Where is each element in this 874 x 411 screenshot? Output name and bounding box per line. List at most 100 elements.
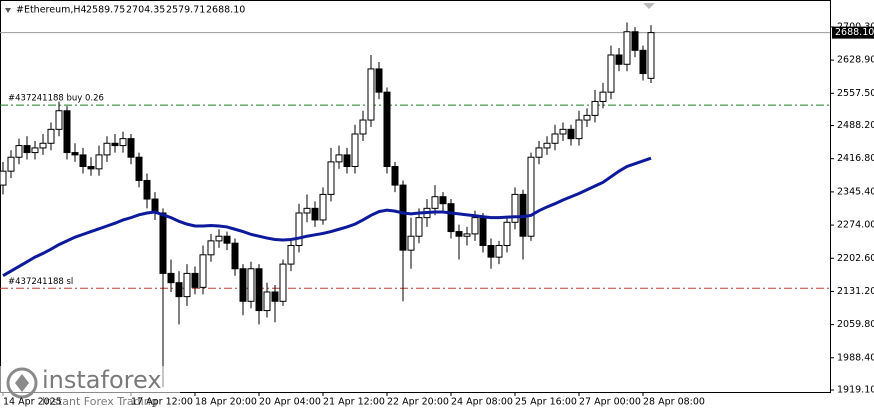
collapse-icon: [5, 8, 11, 13]
candle-body: [367, 68, 375, 121]
candle-body: [471, 217, 479, 235]
x-tick-label: 18 Apr 20:00: [195, 397, 257, 408]
y-tick-label: 1988.40: [837, 352, 874, 363]
candle-body: [199, 254, 207, 288]
x-tick-label: 27 Apr 00:00: [579, 397, 641, 408]
order-label: #437241188 sl: [8, 277, 73, 287]
candle-body: [583, 114, 591, 121]
candle-body: [271, 291, 279, 302]
candle-body: [0, 170, 7, 186]
candle-body: [287, 245, 295, 265]
candle-body: [295, 212, 303, 247]
candle-body: [87, 166, 95, 170]
candle-body: [263, 291, 271, 312]
header-open: 2589.75: [86, 5, 125, 16]
candle-body: [599, 91, 607, 102]
candle-body: [127, 138, 135, 158]
y-tick-label: 2059.80: [837, 319, 874, 330]
candle-body: [135, 156, 143, 181]
candle-body: [407, 235, 415, 251]
candle-body: [335, 154, 343, 163]
candle-body: [231, 242, 239, 270]
candle-body: [623, 31, 631, 65]
candle-body: [375, 68, 383, 93]
logo-mark: [15, 374, 29, 392]
candle-body: [415, 217, 423, 237]
candle-body: [7, 156, 15, 172]
x-tick-label: 25 Apr 16:00: [515, 397, 577, 408]
candle-body: [399, 184, 407, 251]
candle-body: [351, 133, 359, 168]
candle-body: [311, 207, 319, 221]
candle-body: [319, 193, 327, 221]
candle-body: [223, 235, 231, 244]
candle-body: [479, 217, 487, 247]
y-tick-label: 1919.10: [837, 385, 874, 396]
watermark-backdrop: [0, 366, 180, 411]
candle-body: [47, 128, 55, 144]
candle-body: [527, 156, 535, 237]
candle-body: [607, 54, 615, 93]
candle-body: [343, 154, 351, 168]
candle-body: [15, 145, 23, 158]
candle-body: [431, 196, 439, 209]
candle-body: [383, 91, 391, 168]
candle-body: [511, 193, 519, 223]
candle-body: [567, 128, 575, 140]
candle-body: [631, 31, 639, 51]
candle-body: [551, 133, 559, 144]
candle-body: [255, 268, 263, 312]
header-high: 2704.35: [126, 5, 165, 16]
candle-body: [463, 233, 471, 237]
x-tick-label: 14 Apr 2025: [3, 397, 62, 408]
candle-body: [559, 128, 567, 135]
watermark: instaforex Instant Forex Trading: [0, 366, 180, 411]
tagline: Instant Forex Trading: [42, 395, 158, 408]
candle-body: [103, 142, 111, 156]
logo-ring: [6, 367, 38, 399]
candle-body: [71, 152, 79, 156]
candle-body: [31, 147, 39, 154]
candle-body: [591, 100, 599, 116]
candle-body: [303, 207, 311, 214]
x-tick-label: 24 Apr 08:00: [451, 397, 513, 408]
candle-body: [207, 240, 215, 256]
x-tick-label: 21 Apr 12:00: [323, 397, 385, 408]
candle-body: [575, 119, 583, 140]
candle-body: [191, 272, 199, 288]
y-tick-label: 2628.90: [837, 55, 874, 66]
candle-body: [327, 161, 335, 195]
candle-body: [495, 245, 503, 258]
candle-body: [239, 268, 247, 302]
x-tick-label: 22 Apr 20:00: [387, 397, 449, 408]
y-tick-label: 2202.60: [837, 253, 874, 264]
x-tick-label: 28 Apr 08:00: [643, 397, 705, 408]
header-close: 2688.10: [206, 5, 245, 16]
candle-body: [175, 282, 183, 298]
x-tick-label: 20 Apr 04:00: [259, 397, 321, 408]
last-price-label: 2688.10: [835, 27, 874, 38]
candle-body: [391, 166, 399, 186]
brand: instaforex: [42, 366, 162, 394]
moving-average: [2, 156, 652, 278]
candle-body: [543, 142, 551, 149]
y-tick-label: 2345.40: [837, 186, 874, 197]
last-price-box: [832, 26, 874, 39]
y-tick-label: 2274.00: [837, 220, 874, 231]
candle-body: [615, 54, 623, 65]
y-tick-label: 2416.80: [837, 153, 874, 164]
candle-body: [447, 203, 455, 233]
candle-body: [55, 110, 63, 130]
candle-body: [183, 272, 191, 298]
candle-body: [639, 49, 647, 75]
candle-body: [215, 235, 223, 242]
candle-body: [95, 154, 103, 170]
candle-body: [647, 32, 655, 79]
candle-body: [167, 272, 175, 284]
candle-body: [455, 231, 463, 237]
x-tick-label: 17 Apr 12:00: [131, 397, 193, 408]
candle-body: [143, 179, 151, 200]
chart-title: #Ethereum,H4: [16, 5, 87, 16]
candle-body: [119, 138, 127, 147]
